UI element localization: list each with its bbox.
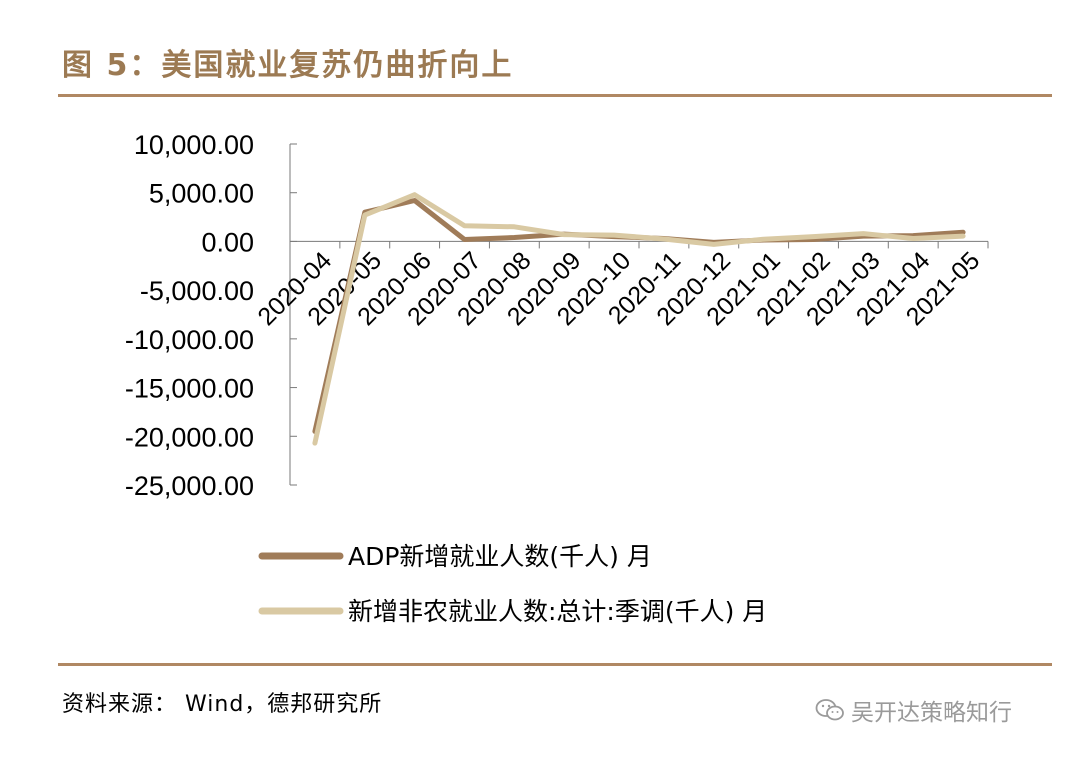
line-chart: 10,000.00 5,000.00 0.00 -5,000.00 -10,000.00… [125, 130, 989, 626]
source-note: 资料来源： Wind，德邦研究所 [62, 692, 383, 717]
x-axis: 2020-042020-052020-062020-072020-082020-… [252, 240, 989, 331]
y-tick-label: -25,000.00 [125, 471, 254, 501]
y-tick-label: -15,000.00 [125, 374, 254, 404]
y-tick-label: 10,000.00 [134, 130, 254, 160]
legend-label: ADP新增就业人数(千人) 月 [348, 542, 652, 571]
series-lines [312, 192, 966, 446]
y-tick-label: -5,000.00 [140, 276, 254, 306]
y-tick-label: 5,000.00 [149, 179, 254, 209]
y-tick-label: 0.00 [201, 227, 254, 257]
figure-title: 图 5：美国就业复苏仍曲折向上 [62, 48, 514, 83]
top-divider [58, 94, 1052, 97]
y-tick-label: -10,000.00 [125, 325, 254, 355]
wechat-icon [815, 699, 844, 721]
legend-label: 新增非农就业人数:总计:季调(千人) 月 [348, 597, 767, 626]
watermark-text: 吴开达策略知行 [851, 700, 1012, 726]
watermark: 吴开达策略知行 [815, 693, 1012, 727]
y-axis: 10,000.00 5,000.00 0.00 -5,000.00 -10,000.00… [125, 130, 297, 501]
y-tick-label: -20,000.00 [125, 422, 254, 452]
series-line-nonfarm [312, 192, 966, 446]
bottom-divider [58, 663, 1052, 666]
